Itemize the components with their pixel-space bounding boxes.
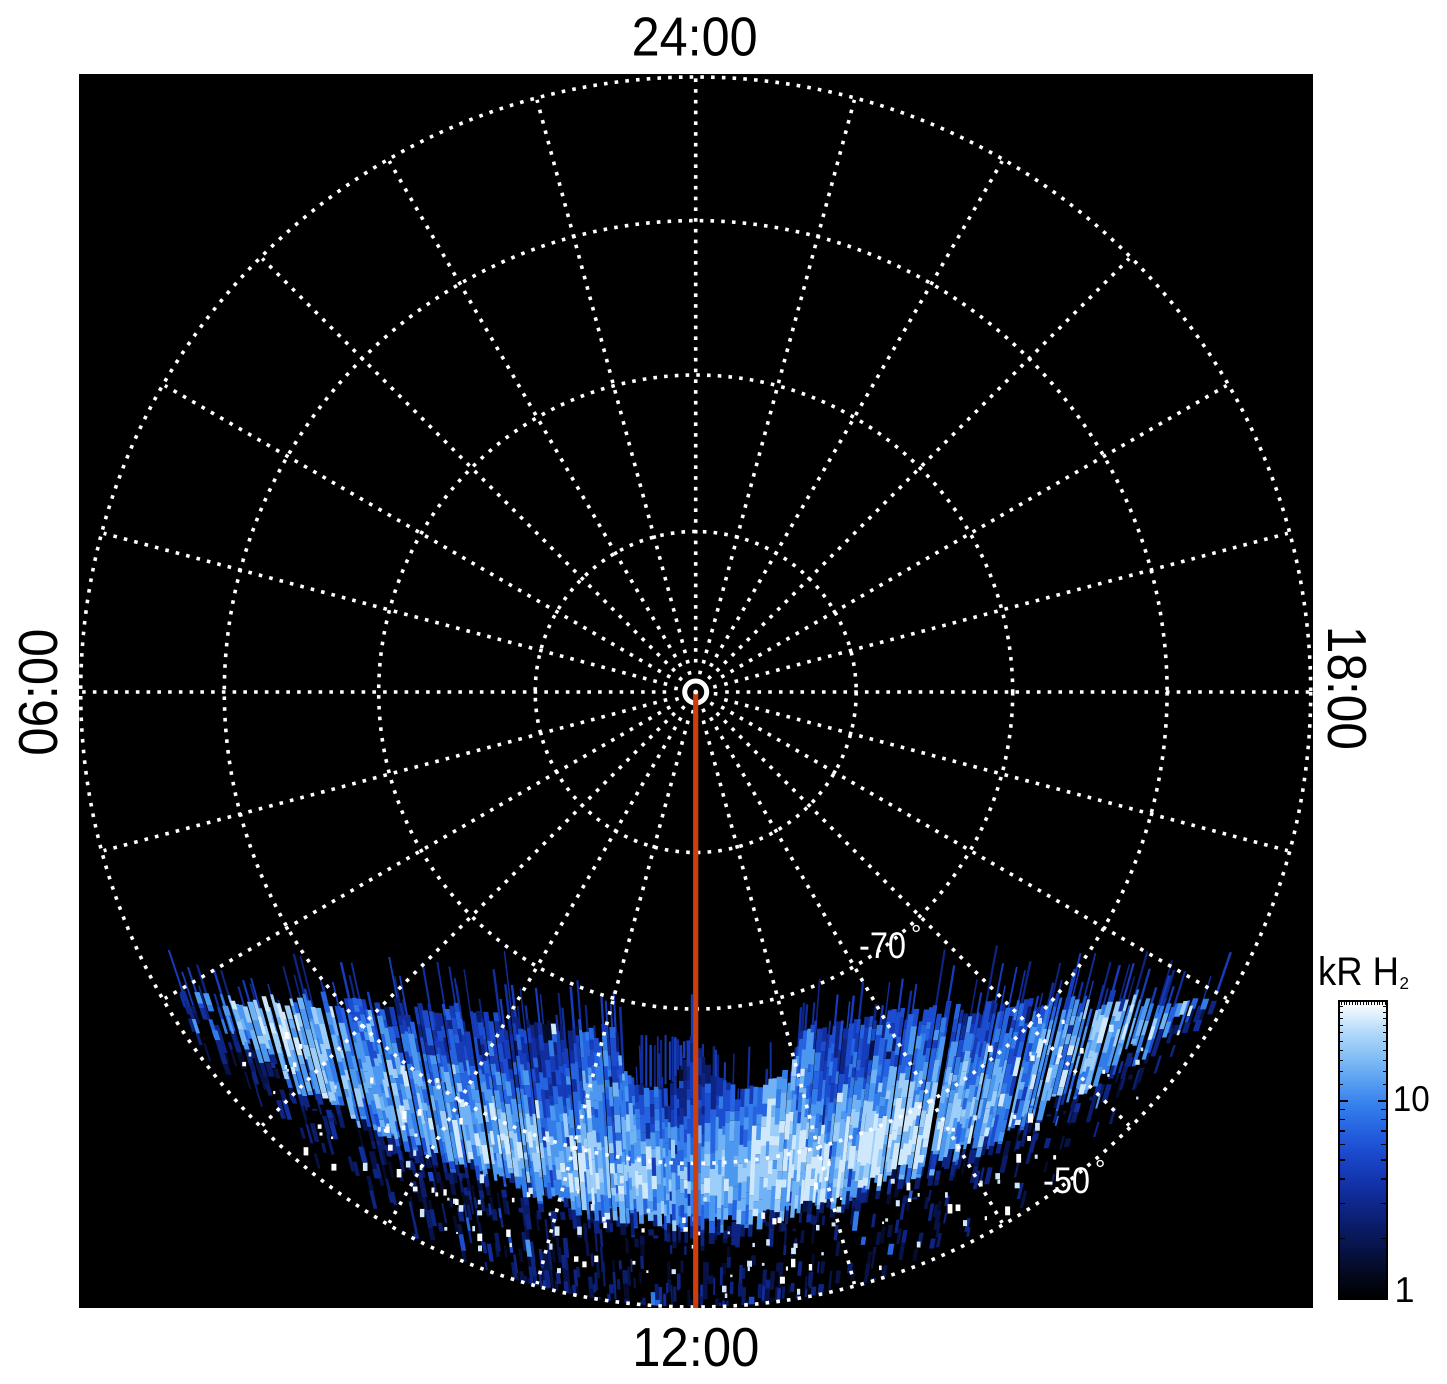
svg-text:°: ° <box>911 919 921 949</box>
svg-text:12:00: 12:00 <box>632 1316 759 1378</box>
svg-text:06:00: 06:00 <box>7 629 69 756</box>
svg-text:24:00: 24:00 <box>632 5 758 67</box>
svg-text:-70: -70 <box>859 925 906 966</box>
svg-text:18:00: 18:00 <box>1316 626 1378 750</box>
svg-text:2: 2 <box>1400 974 1409 993</box>
svg-text:-50: -50 <box>1043 1160 1090 1201</box>
svg-text:10: 10 <box>1393 1078 1430 1119</box>
svg-text:kR H: kR H <box>1318 950 1399 994</box>
svg-text:1: 1 <box>1395 1269 1415 1310</box>
svg-text:°: ° <box>1095 1154 1105 1184</box>
